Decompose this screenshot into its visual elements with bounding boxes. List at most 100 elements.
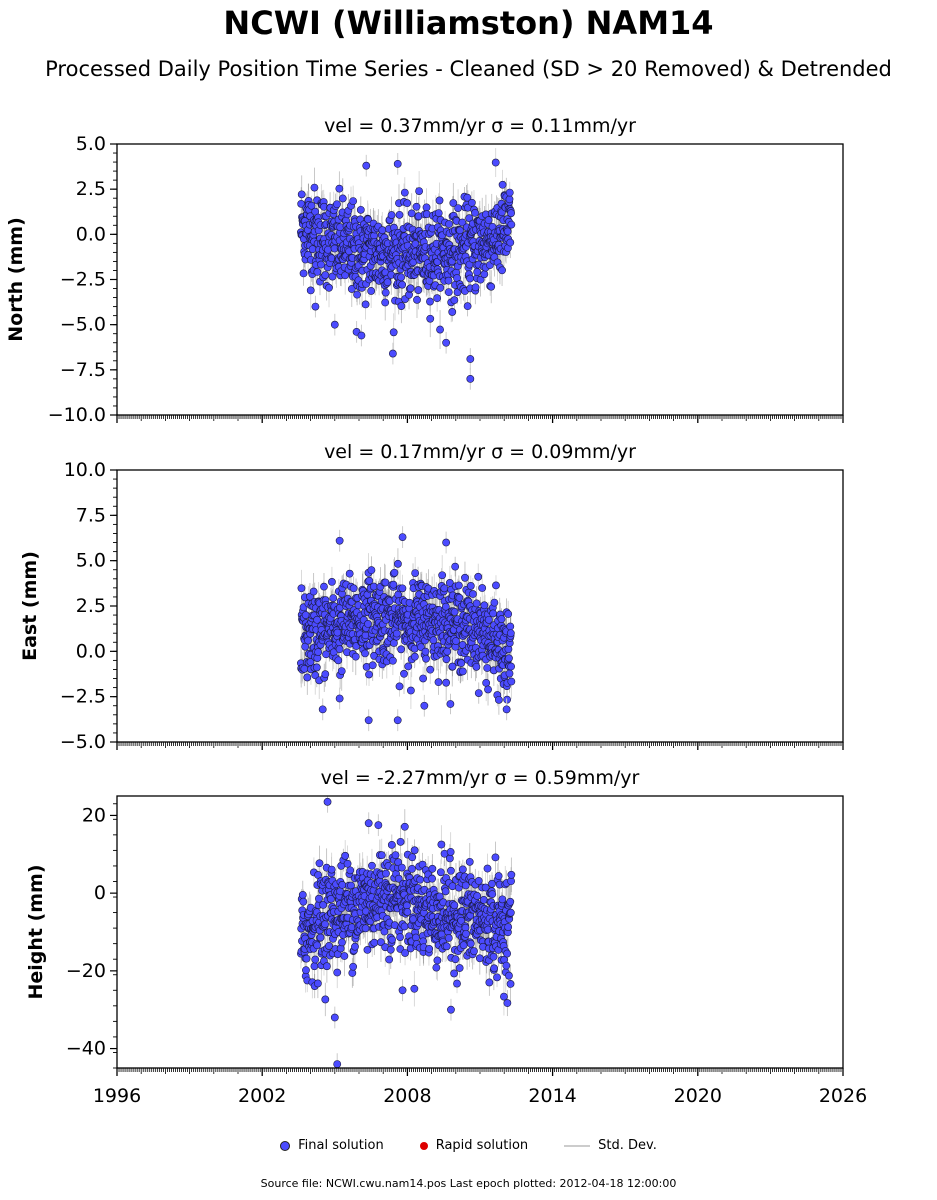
data-point xyxy=(388,656,397,665)
data-point xyxy=(389,580,398,589)
data-point xyxy=(472,599,481,608)
data-point xyxy=(367,287,376,295)
data-point xyxy=(406,284,415,293)
data-point xyxy=(438,571,447,580)
data-point xyxy=(298,890,307,899)
data-point xyxy=(505,188,514,197)
data-point xyxy=(319,900,328,909)
data-point xyxy=(415,187,424,195)
data-point xyxy=(471,283,480,292)
data-point xyxy=(314,648,323,656)
y-tick-label: 5.0 xyxy=(76,133,106,155)
data-point xyxy=(507,677,516,686)
data-point xyxy=(451,562,460,571)
data-point xyxy=(442,655,451,664)
data-point xyxy=(442,538,451,547)
data-point xyxy=(321,271,330,279)
data-point xyxy=(433,294,442,303)
data-point xyxy=(335,645,344,654)
data-point xyxy=(478,584,487,592)
data-point xyxy=(442,338,451,347)
data-point xyxy=(422,203,431,212)
data-point xyxy=(318,705,327,714)
data-point xyxy=(449,199,458,207)
y-tick-label: −10.0 xyxy=(48,404,106,426)
data-point xyxy=(365,670,373,679)
y-tick-label: 10.0 xyxy=(64,459,106,481)
data-point xyxy=(313,615,321,624)
data-point xyxy=(466,355,475,363)
data-point xyxy=(333,628,342,637)
data-point xyxy=(429,636,438,645)
data-point xyxy=(299,269,308,278)
data-point xyxy=(335,694,344,703)
data-point xyxy=(480,601,489,610)
data-point xyxy=(483,664,492,672)
data-point xyxy=(494,695,503,704)
data-point xyxy=(490,598,499,607)
series-final-solution xyxy=(297,148,516,390)
data-point xyxy=(325,942,333,950)
data-point xyxy=(507,662,515,671)
data-point xyxy=(426,665,435,674)
data-point xyxy=(506,238,515,247)
y-tick-label: 5.0 xyxy=(76,550,106,572)
data-point xyxy=(327,865,336,874)
data-point xyxy=(448,308,457,316)
data-point xyxy=(502,705,511,714)
data-point xyxy=(297,584,306,593)
chart-title: NCWI (Williamston) NAM14 xyxy=(223,4,714,42)
data-point xyxy=(311,671,320,680)
data-point xyxy=(361,300,370,309)
data-point xyxy=(436,283,445,292)
data-point xyxy=(484,216,493,224)
data-point xyxy=(472,662,481,671)
data-point xyxy=(474,572,483,581)
data-point xyxy=(410,652,419,661)
data-point xyxy=(480,270,489,279)
data-point xyxy=(461,573,469,582)
data-point xyxy=(452,637,460,645)
data-point xyxy=(395,682,404,691)
data-point xyxy=(398,584,407,593)
data-point xyxy=(458,667,467,676)
data-point xyxy=(487,282,496,291)
data-point xyxy=(316,933,325,942)
data-point xyxy=(315,859,324,868)
data-point xyxy=(315,894,323,903)
data-point xyxy=(498,180,507,189)
data-point xyxy=(310,183,319,192)
data-point xyxy=(463,193,472,202)
data-point xyxy=(442,678,451,687)
data-point xyxy=(345,569,354,578)
data-point xyxy=(306,286,315,295)
data-point xyxy=(304,636,312,645)
data-point xyxy=(335,536,344,545)
data-point xyxy=(297,199,306,208)
data-point xyxy=(441,602,450,611)
data-point xyxy=(407,209,416,218)
data-point xyxy=(503,227,512,236)
data-point xyxy=(435,196,444,205)
data-point xyxy=(466,274,474,283)
data-point xyxy=(406,686,415,695)
data-point xyxy=(506,622,515,631)
data-point xyxy=(505,669,514,678)
data-point xyxy=(364,716,373,725)
data-point xyxy=(440,584,449,593)
data-point xyxy=(466,374,475,383)
data-point xyxy=(473,268,482,276)
data-point xyxy=(321,670,330,679)
data-point xyxy=(398,280,407,289)
data-point xyxy=(426,297,434,306)
data-point xyxy=(454,204,462,212)
data-point xyxy=(297,190,306,199)
data-point xyxy=(482,678,491,687)
data-point xyxy=(434,678,443,687)
y-axis-label: East (mm) xyxy=(19,551,41,661)
data-point xyxy=(349,197,358,206)
data-point xyxy=(310,962,319,971)
data-point xyxy=(491,158,500,167)
data-point xyxy=(404,662,413,671)
